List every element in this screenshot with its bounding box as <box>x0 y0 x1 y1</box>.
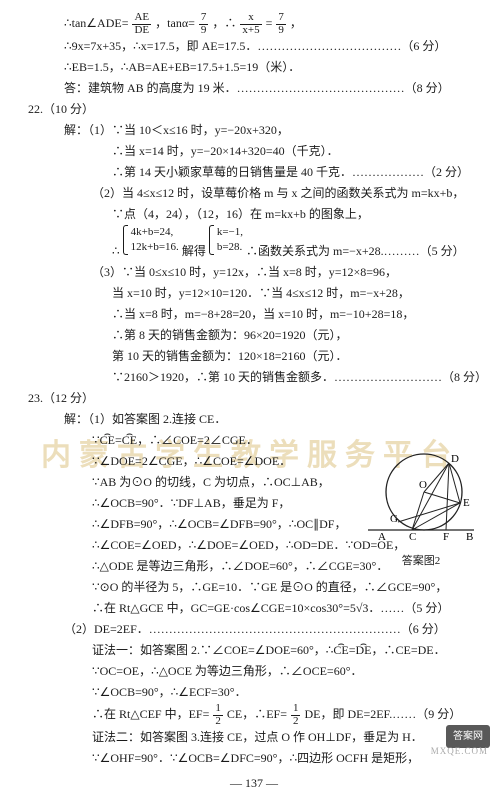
line: ∴△ODE 是等边三角形，∴∠DOE=60°，∴∠CGE=30°． <box>28 556 480 577</box>
line: ∴9x=7x+35，∴x=17.5，即 AE=17.5．………………………………… <box>28 36 480 57</box>
line: ∵OC=OE，∴△OCE 为等边三角形，∴∠OCE=60°． <box>28 661 480 682</box>
question-22: 22.（10 分） <box>28 99 480 120</box>
page-number: — 137 — <box>28 769 480 794</box>
question-23: 23.（12 分） <box>28 388 480 409</box>
line: 解：（1）∵当 10＜x≤16 时，y=−20x+320， <box>28 120 480 141</box>
line: 证法二：如答案图 3.连接 CE，过点 O 作 OH⊥DF，垂足为 H． <box>28 727 480 748</box>
line: ∴在 Rt△GCE 中，GC=GE·cos∠CGE=10×cos30°=5√3．… <box>28 598 480 619</box>
line: ∴ 4k+b=24, 12k+b=16. 解得 k=−1, b=28. ∴函数关… <box>28 225 480 262</box>
line: ∵⊙O 的半径为 5，∴GE=10．∵GE 是⊙O 的直径，∴∠GCE=90°， <box>28 577 480 598</box>
line: ∴∠OCB=90°．∵DF⊥AB，垂足为 F， <box>28 493 480 514</box>
line: ∴第 14 天小颖家草莓的日销售量是 40 千克．………………（2 分） <box>28 162 480 183</box>
line: ∵点（4，24），（12，16）在 m=kx+b 的图象上， <box>28 204 480 225</box>
line: ∵∠DOE=2∠CGE，∴∠COE=∠DOE． <box>28 451 480 472</box>
line: ∴第 8 天的销售金额为：96×20=1920（元）， <box>28 325 480 346</box>
line: 答：建筑物 AB 的高度为 19 米．……………………………………（8 分） <box>28 78 480 99</box>
line: ∴tan∠ADE= AEDE ，tanα= 79 ，∴ xx+5 = 79 ， <box>28 12 480 36</box>
line: 当 x=10 时，y=12×10=120．∵当 4≤x≤12 时，m=−x+28… <box>28 283 480 304</box>
line: （2）当 4≤x≤12 时，设草莓价格 m 与 x 之间的函数关系式为 m=kx… <box>28 183 480 204</box>
line: ∵CE=CE，∴∠COE=2∠CGE． <box>28 430 480 451</box>
line: ∵AB 为⊙O 的切线，C 为切点，∴OC⊥AB， <box>28 472 480 493</box>
line: ∵2160＞1920，∴第 10 天的销售金额多．………………………（8 分） <box>28 367 480 388</box>
line: （3）∵当 0≤x≤10 时，y=12x，∴当 x=8 时，y=12×8=96， <box>28 262 480 283</box>
line: ∴∠COE=∠OED，∴∠DOE=∠OED，∴OD=DE．∵OD=OE， <box>28 535 480 556</box>
line: ∴EB=1.5，∴AB=AE+EB=17.5+1.5=19（米）． <box>28 57 480 78</box>
line: ∵∠OCB=90°，∴∠ECF=30°． <box>28 682 480 703</box>
line: 解：（1）如答案图 2.连接 CE． <box>28 409 480 430</box>
line: ∴∠DFB=90°，∴∠OCB=∠DFB=90°，∴OC∥DF， <box>28 514 480 535</box>
line: ∴在 Rt△CEF 中，EF= 12 CE，∴EF= 12 DE，即 DE=2E… <box>28 703 480 727</box>
line: ∵∠OHF=90°．∵∠OCB=∠DFC=90°，∴四边形 OCFH 是矩形， <box>28 748 480 769</box>
line: （2）DE=2EF．………………………………………………………（6 分） <box>28 619 480 640</box>
site-label: MXQE.COM <box>431 744 488 760</box>
line: ∴当 x=14 时，y=−20×14+320=40（千克）． <box>28 141 480 162</box>
line: ∴当 x=8 时，m=−8+28=20，当 x=10 时，m=−10+28=18… <box>28 304 480 325</box>
line: 证法一：如答案图 2.∵∠COE=∠DOE=60°，∴CE=DE，∴CE=DE． <box>28 640 480 661</box>
line: 第 10 天的销售金额为：120×18=2160（元）． <box>28 346 480 367</box>
